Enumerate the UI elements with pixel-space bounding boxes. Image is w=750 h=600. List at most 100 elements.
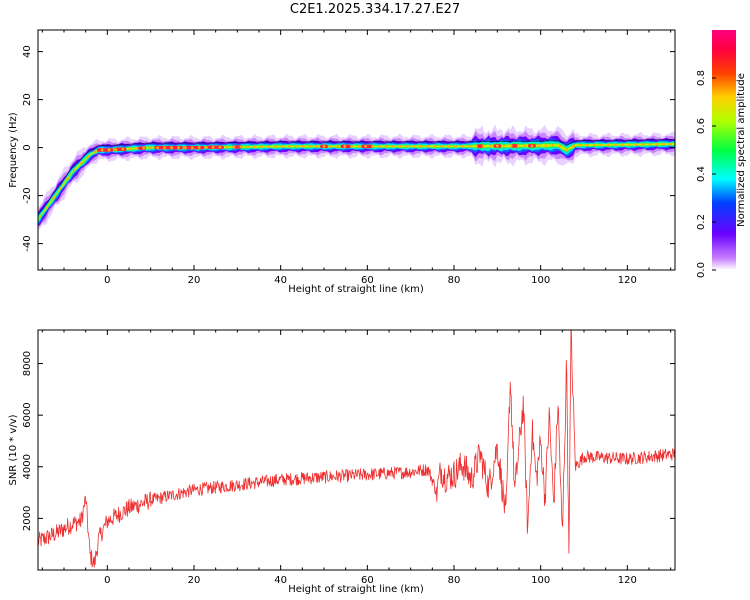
ridge-core-dot: [350, 145, 354, 148]
ridge-core-dot: [287, 145, 291, 148]
ridge-core-dot: [648, 143, 652, 146]
ridge-core-dot: [461, 144, 465, 148]
ridge-core-dot: [281, 145, 284, 148]
ridge-core-dot: [329, 145, 333, 148]
ridge-core-dot: [267, 145, 270, 149]
spectrogram-x-tick-label: 40: [274, 275, 287, 286]
ridge-core-dot: [149, 146, 153, 150]
ridge-core-dot: [669, 142, 673, 146]
colorbar: 0.0 0.2 0.4 0.6 0.8 Normalized spectral ampl…: [696, 30, 747, 278]
ridge-band-violet: [38, 130, 675, 228]
spectrogram-y-tick-label: 20: [22, 93, 33, 106]
ridge-core-dot: [482, 144, 485, 148]
spectrogram-y-axis: -40 -20 0 20 40: [22, 45, 675, 252]
ridge-core-dot: [114, 148, 118, 151]
ridge-core-dot: [100, 148, 104, 152]
ridge-core-dot: [301, 145, 305, 148]
ridge-core-dot: [447, 145, 451, 148]
spectrogram-x-label: Height of straight line (km): [288, 284, 424, 295]
ridge-core-dot: [52, 196, 55, 200]
snr-panel: 0 20 40 60 80 100 120 2000 4000 6000 8000 Height …: [8, 329, 676, 595]
ridge-upper-edge: [38, 138, 675, 216]
ridge-core-dot: [509, 144, 513, 148]
ridge-core-dot: [322, 145, 326, 148]
spectrogram-y-tick-label: 40: [22, 45, 33, 58]
ridge-core-dot: [489, 144, 492, 148]
spectrogram-y-tick-label: -40: [22, 235, 33, 251]
ridge-core-dot: [551, 143, 555, 147]
spectrogram-y-label: Frequency (Hz): [8, 112, 19, 188]
snr-frame: [37, 329, 676, 571]
ridge-core-dot: [218, 145, 222, 149]
ridge-core-dot: [613, 143, 617, 147]
snr-x-tick-label: 80: [448, 575, 461, 586]
ridge-core-dot: [523, 144, 527, 148]
ridge-core-dot: [572, 144, 575, 148]
ridge-core-dot: [225, 145, 229, 149]
ridge-core-dot: [475, 144, 478, 148]
spectrogram-x-tick-label: 100: [531, 275, 550, 286]
snr-y-tick-label: 8000: [22, 351, 33, 376]
ridge-core-dot: [190, 146, 194, 150]
ridge-core-dot: [246, 145, 250, 149]
ridge-core-dot: [142, 146, 146, 150]
spectrogram-y-tick-label: -20: [22, 187, 33, 203]
ridge-core-dot: [260, 145, 263, 149]
spectrogram-x-tick-label: 120: [618, 275, 637, 286]
ridge-core-dot: [433, 145, 437, 148]
ridge-core-dot: [662, 142, 666, 146]
ridge-core-dot: [606, 143, 610, 147]
ridge-core-dot: [343, 145, 347, 148]
ridge-core-dot: [579, 143, 582, 147]
ridge-core-dot: [163, 146, 166, 150]
ridge-core-dot: [308, 145, 312, 148]
snr-y-tick-label: 4000: [22, 454, 33, 479]
ridge-core-dot: [170, 146, 173, 150]
ridge-core-dot: [294, 145, 298, 148]
spectrogram-y-tick-label: 0: [22, 144, 33, 150]
page-title: C2E1.2025.334.17.27.E27: [289, 2, 461, 17]
ridge-core-dot: [93, 150, 97, 154]
spectrogram-x-tick-label: 60: [361, 275, 374, 286]
ridge-core-dot: [315, 145, 319, 148]
ridge-core-dot: [45, 206, 49, 210]
spectrogram-panel: 0 20 40 60 80 100 120 -40 -20 0 20 40 Height of st…: [8, 29, 676, 295]
snr-y-label: SNR (10 * v/v): [8, 414, 19, 485]
ridge-core-dot: [586, 143, 589, 147]
snr-x-tick-label: 100: [531, 575, 550, 586]
ridge-core-dot: [502, 144, 506, 148]
ridge-core-dot: [565, 148, 569, 152]
ridge-core-dot: [620, 143, 624, 147]
ridge-core-dot: [371, 145, 374, 148]
colorbar-tick-label: 0.2: [696, 214, 707, 230]
ridge-core-dot: [66, 177, 69, 181]
ridge-core-dot: [391, 145, 395, 148]
ridge-core-dot: [419, 145, 423, 148]
snr-x-tick-label: 120: [618, 575, 637, 586]
ridge-core-dot: [274, 145, 277, 148]
ridge-core-dot: [177, 146, 180, 150]
ridge-core-dot: [412, 145, 416, 148]
snr-x-label: Height of straight line (km): [288, 584, 424, 595]
colorbar-tick-label: 0.4: [696, 166, 707, 182]
ridge-core-dot: [79, 161, 83, 165]
ridge-core-dot: [454, 145, 458, 148]
ridge-core-dot: [204, 146, 208, 149]
ridge-core-dot: [86, 155, 90, 158]
snr-y-tick-label: 2000: [22, 506, 33, 531]
ridge-core-dot: [183, 146, 187, 150]
ridge-core-dot: [121, 147, 125, 151]
ridge-core-dot: [655, 142, 659, 146]
ridge-core-dot: [627, 143, 631, 147]
ridge-core-dot: [336, 145, 340, 148]
ridge-core-dot: [641, 143, 645, 146]
ridge-core-dot: [364, 145, 367, 148]
ridge-core-dot: [253, 145, 257, 149]
spectrogram-frame: [37, 29, 676, 271]
ridge-core-dot: [530, 144, 534, 148]
snr-plot-area: [38, 330, 675, 568]
ridge-core-dot: [156, 146, 160, 150]
ridge-core-dot: [495, 144, 499, 148]
colorbar-gradient: [712, 30, 736, 270]
snr-x-tick-label: 0: [104, 575, 110, 586]
